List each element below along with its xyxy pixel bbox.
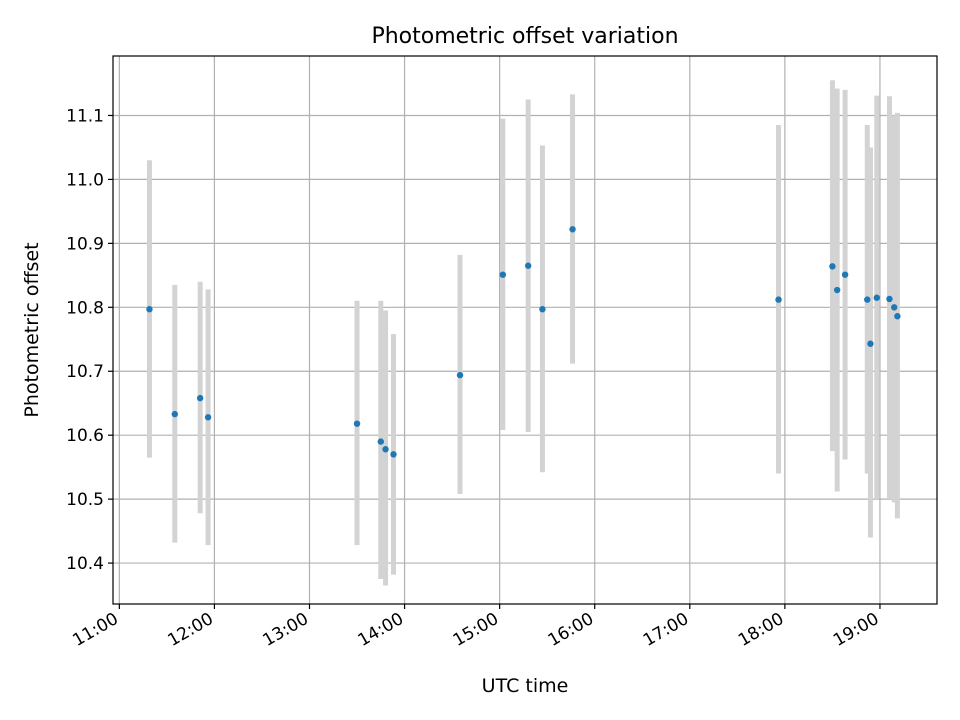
data-points (146, 226, 901, 458)
data-point (377, 438, 384, 445)
data-point (499, 271, 507, 278)
data-point (829, 263, 836, 270)
y-tick-label: 10.5 (66, 490, 104, 510)
data-point (539, 306, 546, 313)
data-point (569, 226, 576, 233)
y-tick-label: 11.0 (66, 170, 104, 190)
y-tick-label: 10.4 (66, 554, 104, 574)
y-tick-label: 10.6 (66, 426, 104, 446)
data-point (196, 394, 204, 402)
y-axis: 10.4 10.5 10.6 10.7 10.8 10.9 11.0 11.1 (66, 106, 113, 574)
data-point (873, 294, 880, 301)
x-axis-label: UTC time (482, 675, 569, 697)
data-point (524, 262, 532, 269)
data-point (891, 304, 898, 311)
data-point (456, 371, 464, 379)
plot-frame (112, 55, 938, 605)
data-point (833, 286, 841, 294)
grid (113, 56, 937, 604)
data-point (382, 446, 389, 453)
y-axis-label: Photometric offset (21, 242, 43, 417)
chart-title: Photometric offset variation (371, 24, 678, 49)
y-tick-label: 10.9 (66, 234, 104, 254)
data-point (867, 340, 874, 347)
y-tick-label: 10.8 (66, 298, 104, 318)
data-point (146, 306, 153, 313)
data-point (353, 420, 361, 427)
data-point (390, 451, 397, 458)
data-point (171, 410, 178, 418)
data-point (886, 295, 893, 303)
data-point (775, 296, 782, 303)
data-point (894, 313, 901, 320)
data-point (864, 296, 871, 303)
y-tick-label: 11.1 (66, 106, 104, 126)
data-point (841, 271, 849, 278)
data-point (204, 414, 212, 421)
y-tick-label: 10.7 (66, 362, 104, 382)
